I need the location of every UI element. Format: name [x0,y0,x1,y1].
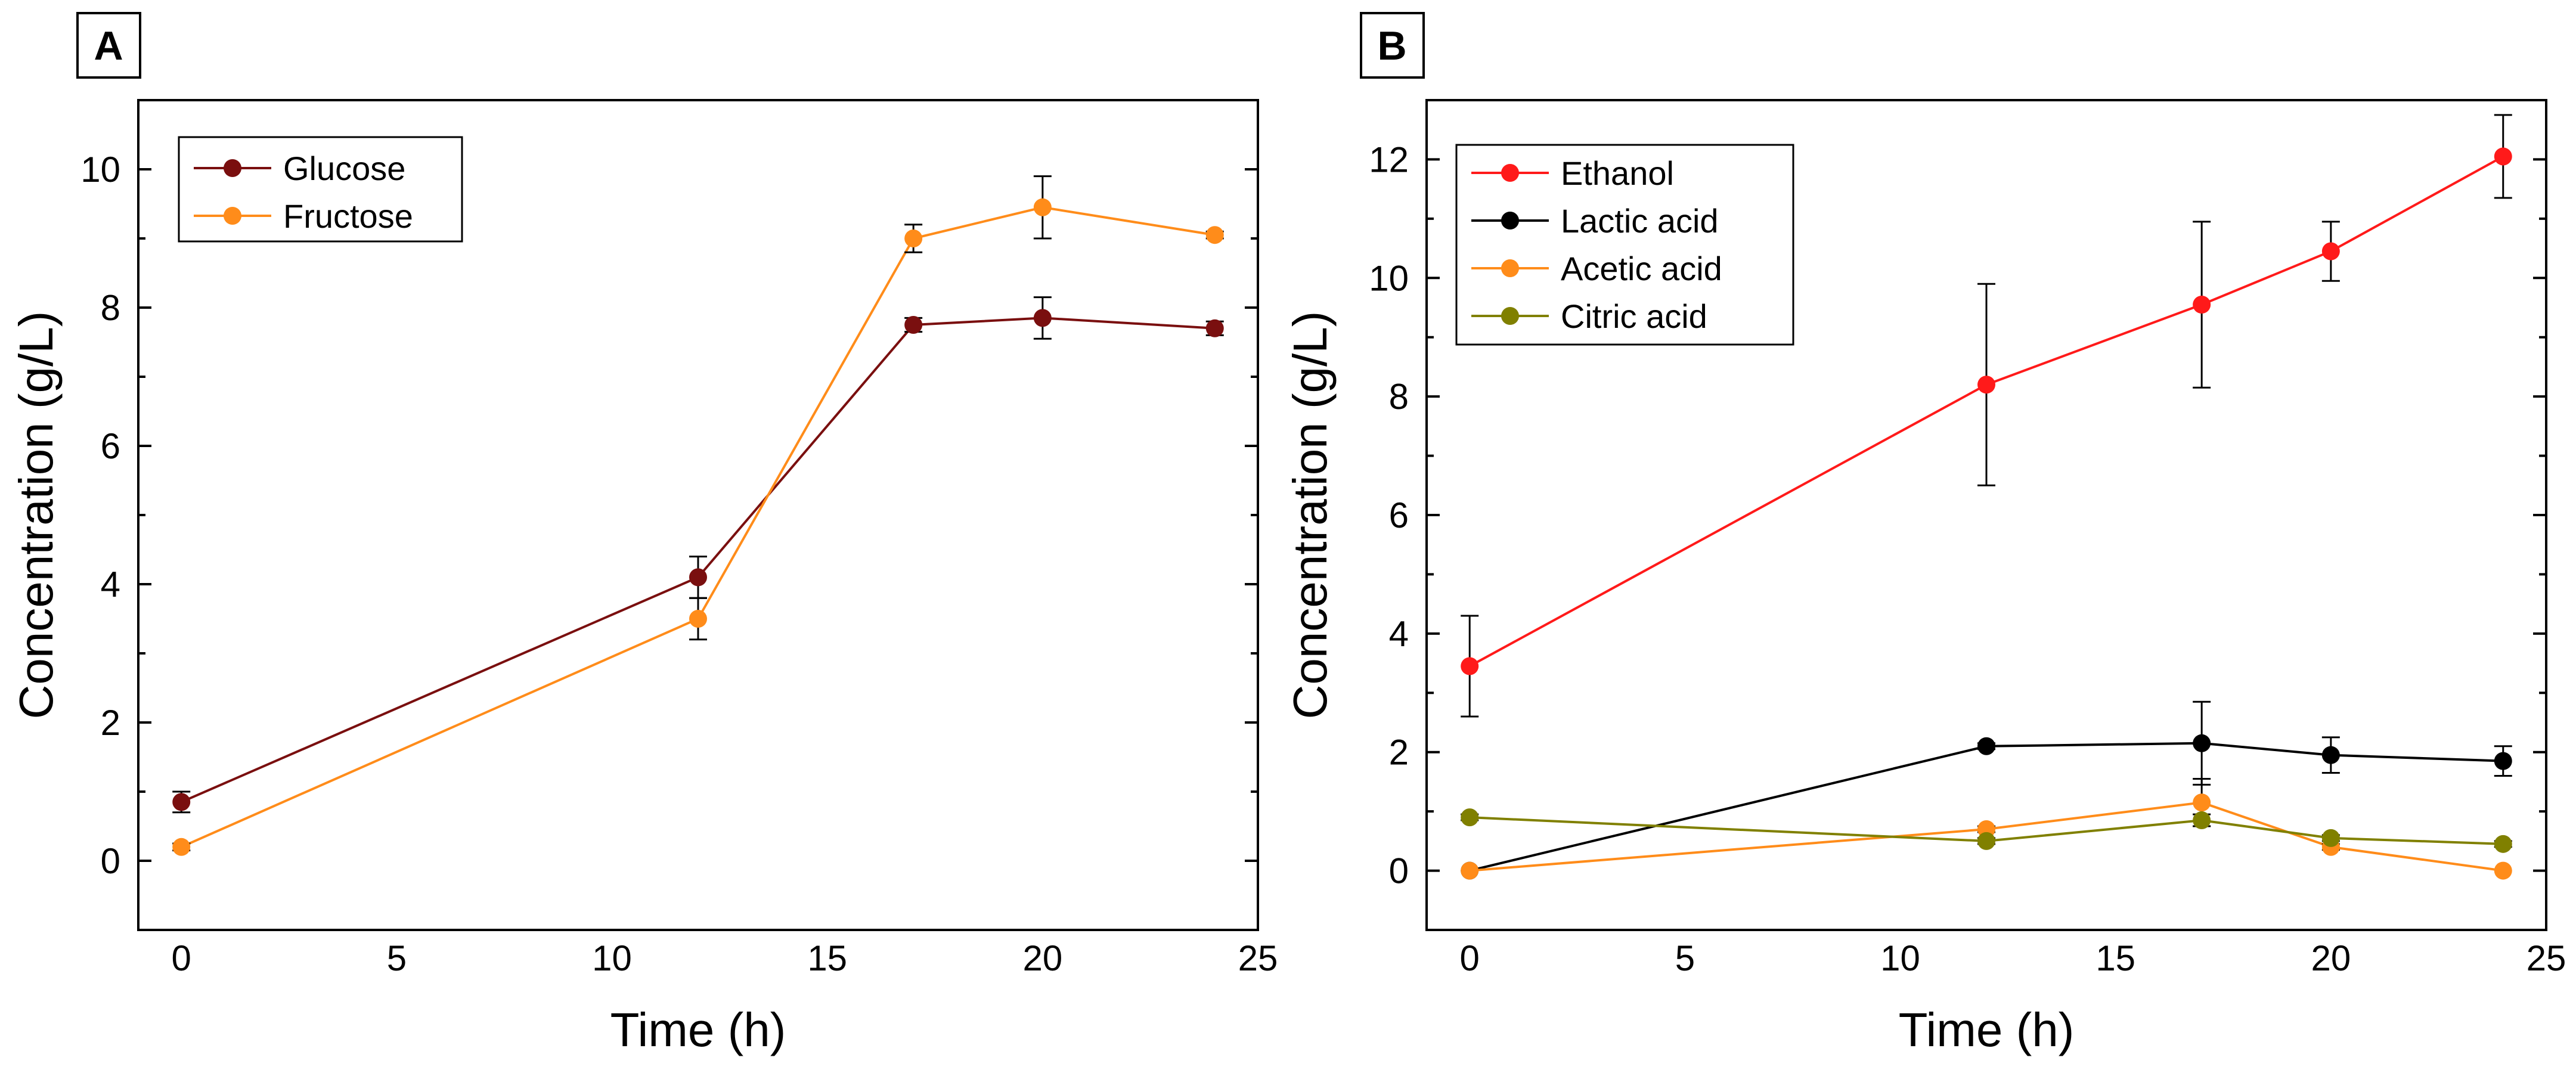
x-tick-label: 20 [2311,938,2351,978]
legend-frame-a [178,136,463,243]
panel-label-box-a: A [76,12,141,79]
y-tick-label: 6 [101,426,120,466]
data-point [1461,861,1479,880]
legend-label: Fructose [283,197,413,235]
series-acetic-acid [1461,777,2512,880]
y-tick-label: 2 [101,703,120,743]
data-point [1977,737,1995,755]
x-tick-label: 0 [172,938,191,978]
data-point [689,568,707,587]
data-point [2321,242,2340,261]
series-line [181,206,1216,848]
panel-label-b: B [1377,23,1406,69]
x-tick-label: 25 [1238,938,1278,978]
x-tick-label: 5 [387,938,407,978]
y-tick-label: 6 [1389,495,1409,535]
y-tick-label: 10 [80,150,120,190]
data-point [1461,657,1479,675]
data-point [1977,832,1995,850]
series-ethanol [1461,114,2512,718]
y-tick-label: 10 [1369,258,1409,298]
data-point [1461,808,1479,827]
legend-label: Citric acid [1561,297,1707,335]
ticks-b: 0 5 10 15 20 25 0 2 4 6 8 10 12 [1369,99,2566,978]
data-point [172,838,191,856]
legend-swatch-marker [1501,164,1519,182]
x-tick-label: 20 [1022,938,1062,978]
panel-label-a: A [94,23,123,69]
legend-label: Glucose [283,150,405,187]
series-layer-a [172,175,1224,856]
y-tick-label: 0 [1389,851,1409,891]
ticks-a: 0 5 10 15 20 25 0 2 4 6 8 10 [80,99,1278,978]
legend-swatch-marker [224,207,241,225]
legend-a: Glucose Fructose [178,136,463,243]
legend-swatch-marker [224,159,241,177]
panel-label-box-b: B [1360,12,1425,79]
data-point [2193,793,2211,812]
legend-swatch-marker [1501,307,1519,325]
legend-b: Ethanol Lactic acid Acetic acid Citric acid [1455,144,1794,346]
data-point [904,316,923,334]
data-point [2193,296,2211,314]
x-tick-label: 10 [1880,938,1920,978]
x-tick-label: 25 [2527,938,2566,978]
legend-label: Ethanol [1561,154,1674,192]
y-tick-label: 4 [101,565,120,604]
legend-label: Lactic acid [1561,202,1719,240]
x-tick-label: 5 [1675,938,1695,978]
data-point [2193,811,2211,830]
x-tick-label: 15 [807,938,847,978]
x-tick-label: 15 [2095,938,2135,978]
x-axis-title-a: Time (h) [610,1003,786,1056]
series-layer-b [1461,114,2512,880]
y-tick-label: 8 [1389,377,1409,417]
x-tick-label: 0 [1460,938,1480,978]
series-fructose [172,175,1224,856]
panel-a: A 0 5 10 15 20 25 0 2 4 6 8 10 Time (h) Concentrati… [10,12,1278,1056]
legend-label: Acetic acid [1561,250,1722,287]
series-glucose [172,296,1224,814]
series-lactic-acid [1461,700,2512,880]
series-citric-acid [1461,808,2512,853]
data-point [1205,226,1224,244]
legend-swatch-marker [1501,212,1519,230]
data-point [1977,376,1995,394]
legend-swatch-marker [1501,259,1519,277]
series-line [1469,742,2503,872]
data-point [904,230,923,247]
data-point [2494,835,2512,853]
data-point [2321,746,2340,764]
data-point [2494,147,2512,166]
y-tick-label: 8 [101,288,120,328]
y-tick-label: 0 [101,841,120,881]
y-tick-label: 12 [1369,139,1409,179]
y-tick-label: 2 [1389,733,1409,773]
y-tick-label: 4 [1389,614,1409,654]
data-point [2193,734,2211,752]
x-tick-label: 10 [592,938,632,978]
data-point [689,610,707,628]
data-point [172,793,191,811]
data-point [2494,752,2512,770]
y-axis-title-b: Concentration (g/L) [1284,311,1337,720]
data-point [1033,309,1052,327]
data-point [2321,829,2340,847]
data-point [1205,319,1224,337]
y-axis-title-a: Concentration (g/L) [10,311,63,720]
data-point [1033,198,1052,216]
x-axis-title-b: Time (h) [1899,1003,2075,1056]
data-point [2494,861,2512,880]
panel-b: B 0 5 10 15 20 25 0 2 4 6 8 10 12 Time (h) Concentra… [1284,12,2566,1056]
